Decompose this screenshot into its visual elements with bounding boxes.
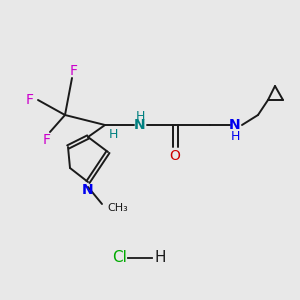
Text: CH₃: CH₃ [107, 203, 128, 213]
Text: H: H [154, 250, 166, 266]
Text: N: N [82, 183, 94, 197]
Text: N: N [134, 118, 146, 132]
Text: Cl: Cl [112, 250, 128, 266]
Text: F: F [70, 64, 78, 78]
Text: F: F [26, 93, 34, 107]
Text: N: N [229, 118, 241, 132]
Text: F: F [43, 133, 51, 147]
Text: H: H [135, 110, 145, 122]
Text: H: H [108, 128, 118, 142]
Text: O: O [169, 149, 180, 163]
Text: H: H [230, 130, 240, 142]
